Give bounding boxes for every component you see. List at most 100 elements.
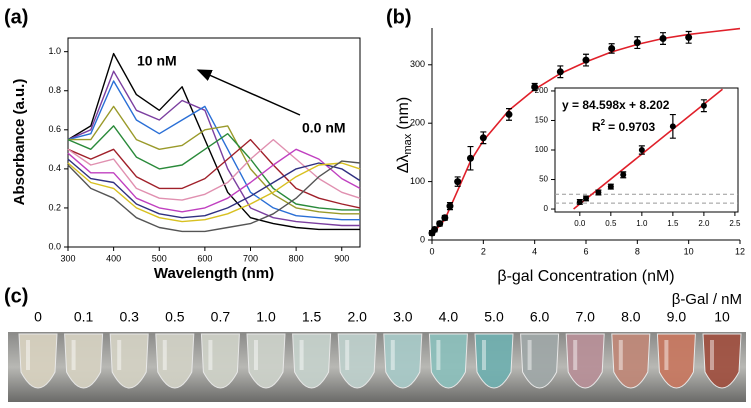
x-axis-label: Wavelength (nm) [154, 265, 274, 282]
point [582, 56, 590, 64]
x-tick-label: 600 [197, 253, 212, 263]
tube [520, 333, 560, 389]
tube [155, 333, 195, 389]
concentration-label: 1.5 [302, 309, 322, 325]
concentration-label: 4.0 [439, 309, 459, 325]
tube-highlight [573, 340, 578, 370]
x-tick-label: 300 [60, 253, 75, 263]
x-tick-label: 2.5 [729, 219, 741, 228]
x-tick-label: 4 [532, 246, 537, 256]
concentration-label: 0.3 [119, 309, 139, 325]
x-tick-label: 10 [684, 246, 694, 256]
spectrum [67, 158, 361, 219]
tube-highlight [527, 340, 532, 370]
panel-label: (a) [4, 6, 28, 28]
spectrum [68, 105, 360, 215]
tube-highlight [71, 340, 76, 370]
tube [292, 333, 332, 389]
point [608, 44, 616, 52]
tube-highlight [390, 340, 395, 370]
point [576, 198, 583, 205]
concentration-label: 7.0 [575, 309, 595, 325]
y-label-main: Δλ [395, 154, 412, 173]
point [685, 33, 693, 41]
tube [428, 333, 468, 389]
tube-highlight [117, 340, 122, 370]
panel-label: (c) [4, 285, 28, 307]
photo-unit: β-Gal / nM [672, 291, 742, 308]
point [505, 110, 513, 118]
point [700, 102, 707, 109]
point [467, 154, 474, 162]
tube-highlight [208, 340, 213, 370]
x-tick-label: 0.5 [605, 219, 617, 228]
concentration-label: 1.0 [256, 309, 276, 325]
concentration-label: 0.7 [211, 309, 231, 325]
r-squared: R2 = 0.9703 [592, 118, 655, 134]
concentration-label: 3.0 [393, 309, 413, 325]
tube [611, 333, 651, 389]
tube-highlight [710, 340, 714, 370]
point [669, 123, 676, 130]
tube [656, 333, 696, 389]
point [620, 171, 627, 178]
tube-highlight [436, 340, 441, 370]
spectrum [67, 52, 360, 231]
x-tick-label: 900 [334, 253, 349, 263]
point [633, 39, 641, 47]
concentration-label: 0 [34, 309, 42, 325]
tube-highlight [664, 340, 669, 370]
r2-sup: 2 [601, 118, 606, 127]
y-tick-label: 1.0 [48, 46, 61, 56]
spectrum [67, 138, 361, 209]
x-tick-label: 12 [735, 246, 745, 256]
x-tick-label: 1.0 [636, 219, 648, 228]
x-tick-label: 0.0 [574, 219, 586, 228]
x-tick-label: 1.5 [667, 219, 679, 228]
concentration-label: 2.0 [347, 309, 367, 325]
x-tick-label: 2 [481, 246, 486, 256]
concentration-label: 0.1 [74, 309, 94, 325]
tube [64, 333, 104, 389]
arrow [196, 69, 301, 116]
point [454, 178, 462, 186]
tube-highlight [162, 340, 167, 370]
point [436, 220, 444, 228]
x-tick-label: 800 [289, 253, 304, 263]
x-tick-label: 400 [106, 253, 121, 263]
y-axis-label: Absorbance (a.u.) [11, 79, 28, 206]
tube [383, 333, 423, 389]
y-axis-label: Δλmax (nm) [395, 97, 414, 173]
r2-main: R [592, 120, 601, 134]
spectrum [67, 125, 360, 211]
spectrum [67, 70, 360, 227]
point [595, 189, 602, 196]
point [659, 35, 667, 43]
r2-value: = 0.9703 [608, 120, 655, 134]
equation: y = 84.598x + 8.202 [562, 98, 670, 112]
x-axis-label: β-gal Concentration (nM) [497, 268, 674, 285]
y-tick-label: 0.6 [48, 124, 61, 134]
y-tick-label: 0.2 [48, 202, 61, 212]
concentration-label: 0.5 [165, 309, 185, 325]
spectrum [67, 160, 361, 233]
point [583, 195, 590, 202]
y-label-sub: max [402, 133, 414, 154]
x-tick-label: 2.0 [698, 219, 710, 228]
y-tick-label: 200 [410, 118, 425, 128]
point [431, 225, 439, 233]
y-tick-label: 100 [535, 145, 549, 154]
x-tick-label: 700 [243, 253, 258, 263]
y-tick-label: 0.4 [48, 163, 61, 173]
y-tick-label: 0 [544, 204, 549, 213]
point [607, 183, 614, 190]
tube [109, 333, 149, 389]
tube [246, 333, 286, 389]
tube-highlight [345, 340, 350, 370]
point [638, 147, 645, 153]
x-tick-label: 6 [583, 246, 588, 256]
tube-highlight [254, 340, 258, 370]
y-tick-label: 300 [410, 59, 425, 69]
y-tick-label: 50 [539, 175, 548, 184]
tube-highlight [299, 340, 304, 370]
